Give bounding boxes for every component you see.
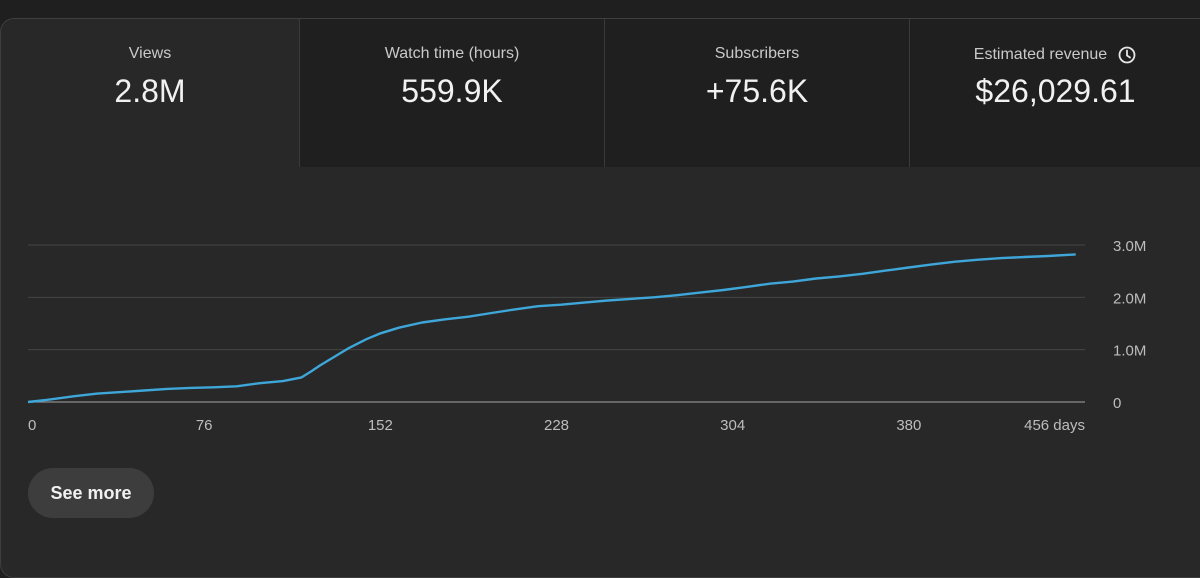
x-tick-label: 304	[720, 417, 745, 434]
tab-estimated-revenue[interactable]: Estimated revenue $26,029.61	[909, 19, 1200, 167]
chart-y-axis: 3.0M 2.0M 1.0M 0	[1113, 238, 1146, 412]
tab-watch-time-label-row: Watch time (hours)	[300, 45, 604, 63]
views-series-line	[27, 253, 1076, 404]
tab-watch-time-value: 559.9K	[401, 73, 503, 109]
tab-subscribers-label-row: Subscribers	[605, 45, 909, 63]
tab-subscribers-label: Subscribers	[714, 45, 800, 62]
tab-revenue-value: $26,029.61	[975, 73, 1136, 109]
x-tick-label: 228	[544, 417, 569, 434]
y-tick-label: 2.0M	[1113, 290, 1146, 307]
tab-watch-time[interactable]: Watch time (hours) 559.9K	[299, 19, 604, 167]
chart-gridlines	[28, 244, 1085, 403]
analytics-card: Views 2.8M Watch time (hours) 559.9K Sub…	[0, 18, 1200, 578]
tab-revenue-label-row: Estimated revenue	[910, 45, 1200, 65]
y-tick-label: 0	[1113, 395, 1121, 412]
tab-views-value: 2.8M	[114, 73, 186, 109]
x-tick-label: 456 days	[1024, 417, 1085, 434]
x-tick-label: 380	[896, 417, 921, 434]
metric-tabs: Views 2.8M Watch time (hours) 559.9K Sub…	[1, 19, 1200, 167]
y-tick-label: 3.0M	[1113, 238, 1146, 255]
views-line-chart: 3.0M 2.0M 1.0M 0 0 76 152 228 304 380 456 days	[27, 238, 1146, 434]
tab-subscribers-value: +75.6K	[705, 73, 809, 109]
y-tick-label: 1.0M	[1113, 343, 1146, 360]
x-tick-label: 0	[28, 417, 36, 434]
chart-x-axis: 0 76 152 228 304 380 456 days	[28, 417, 1085, 434]
tab-views-label: Views	[128, 45, 172, 62]
clock-icon[interactable]	[1117, 45, 1137, 65]
tab-views-label-row: Views	[1, 45, 299, 63]
x-tick-label: 76	[196, 417, 213, 434]
tab-watch-time-label: Watch time (hours)	[384, 45, 520, 62]
tab-revenue-label: Estimated revenue	[973, 46, 1108, 63]
tab-subscribers[interactable]: Subscribers +75.6K	[604, 19, 909, 167]
see-more-button[interactable]: See more	[28, 468, 154, 518]
x-tick-label: 152	[368, 417, 393, 434]
tab-views[interactable]: Views 2.8M	[1, 19, 299, 167]
